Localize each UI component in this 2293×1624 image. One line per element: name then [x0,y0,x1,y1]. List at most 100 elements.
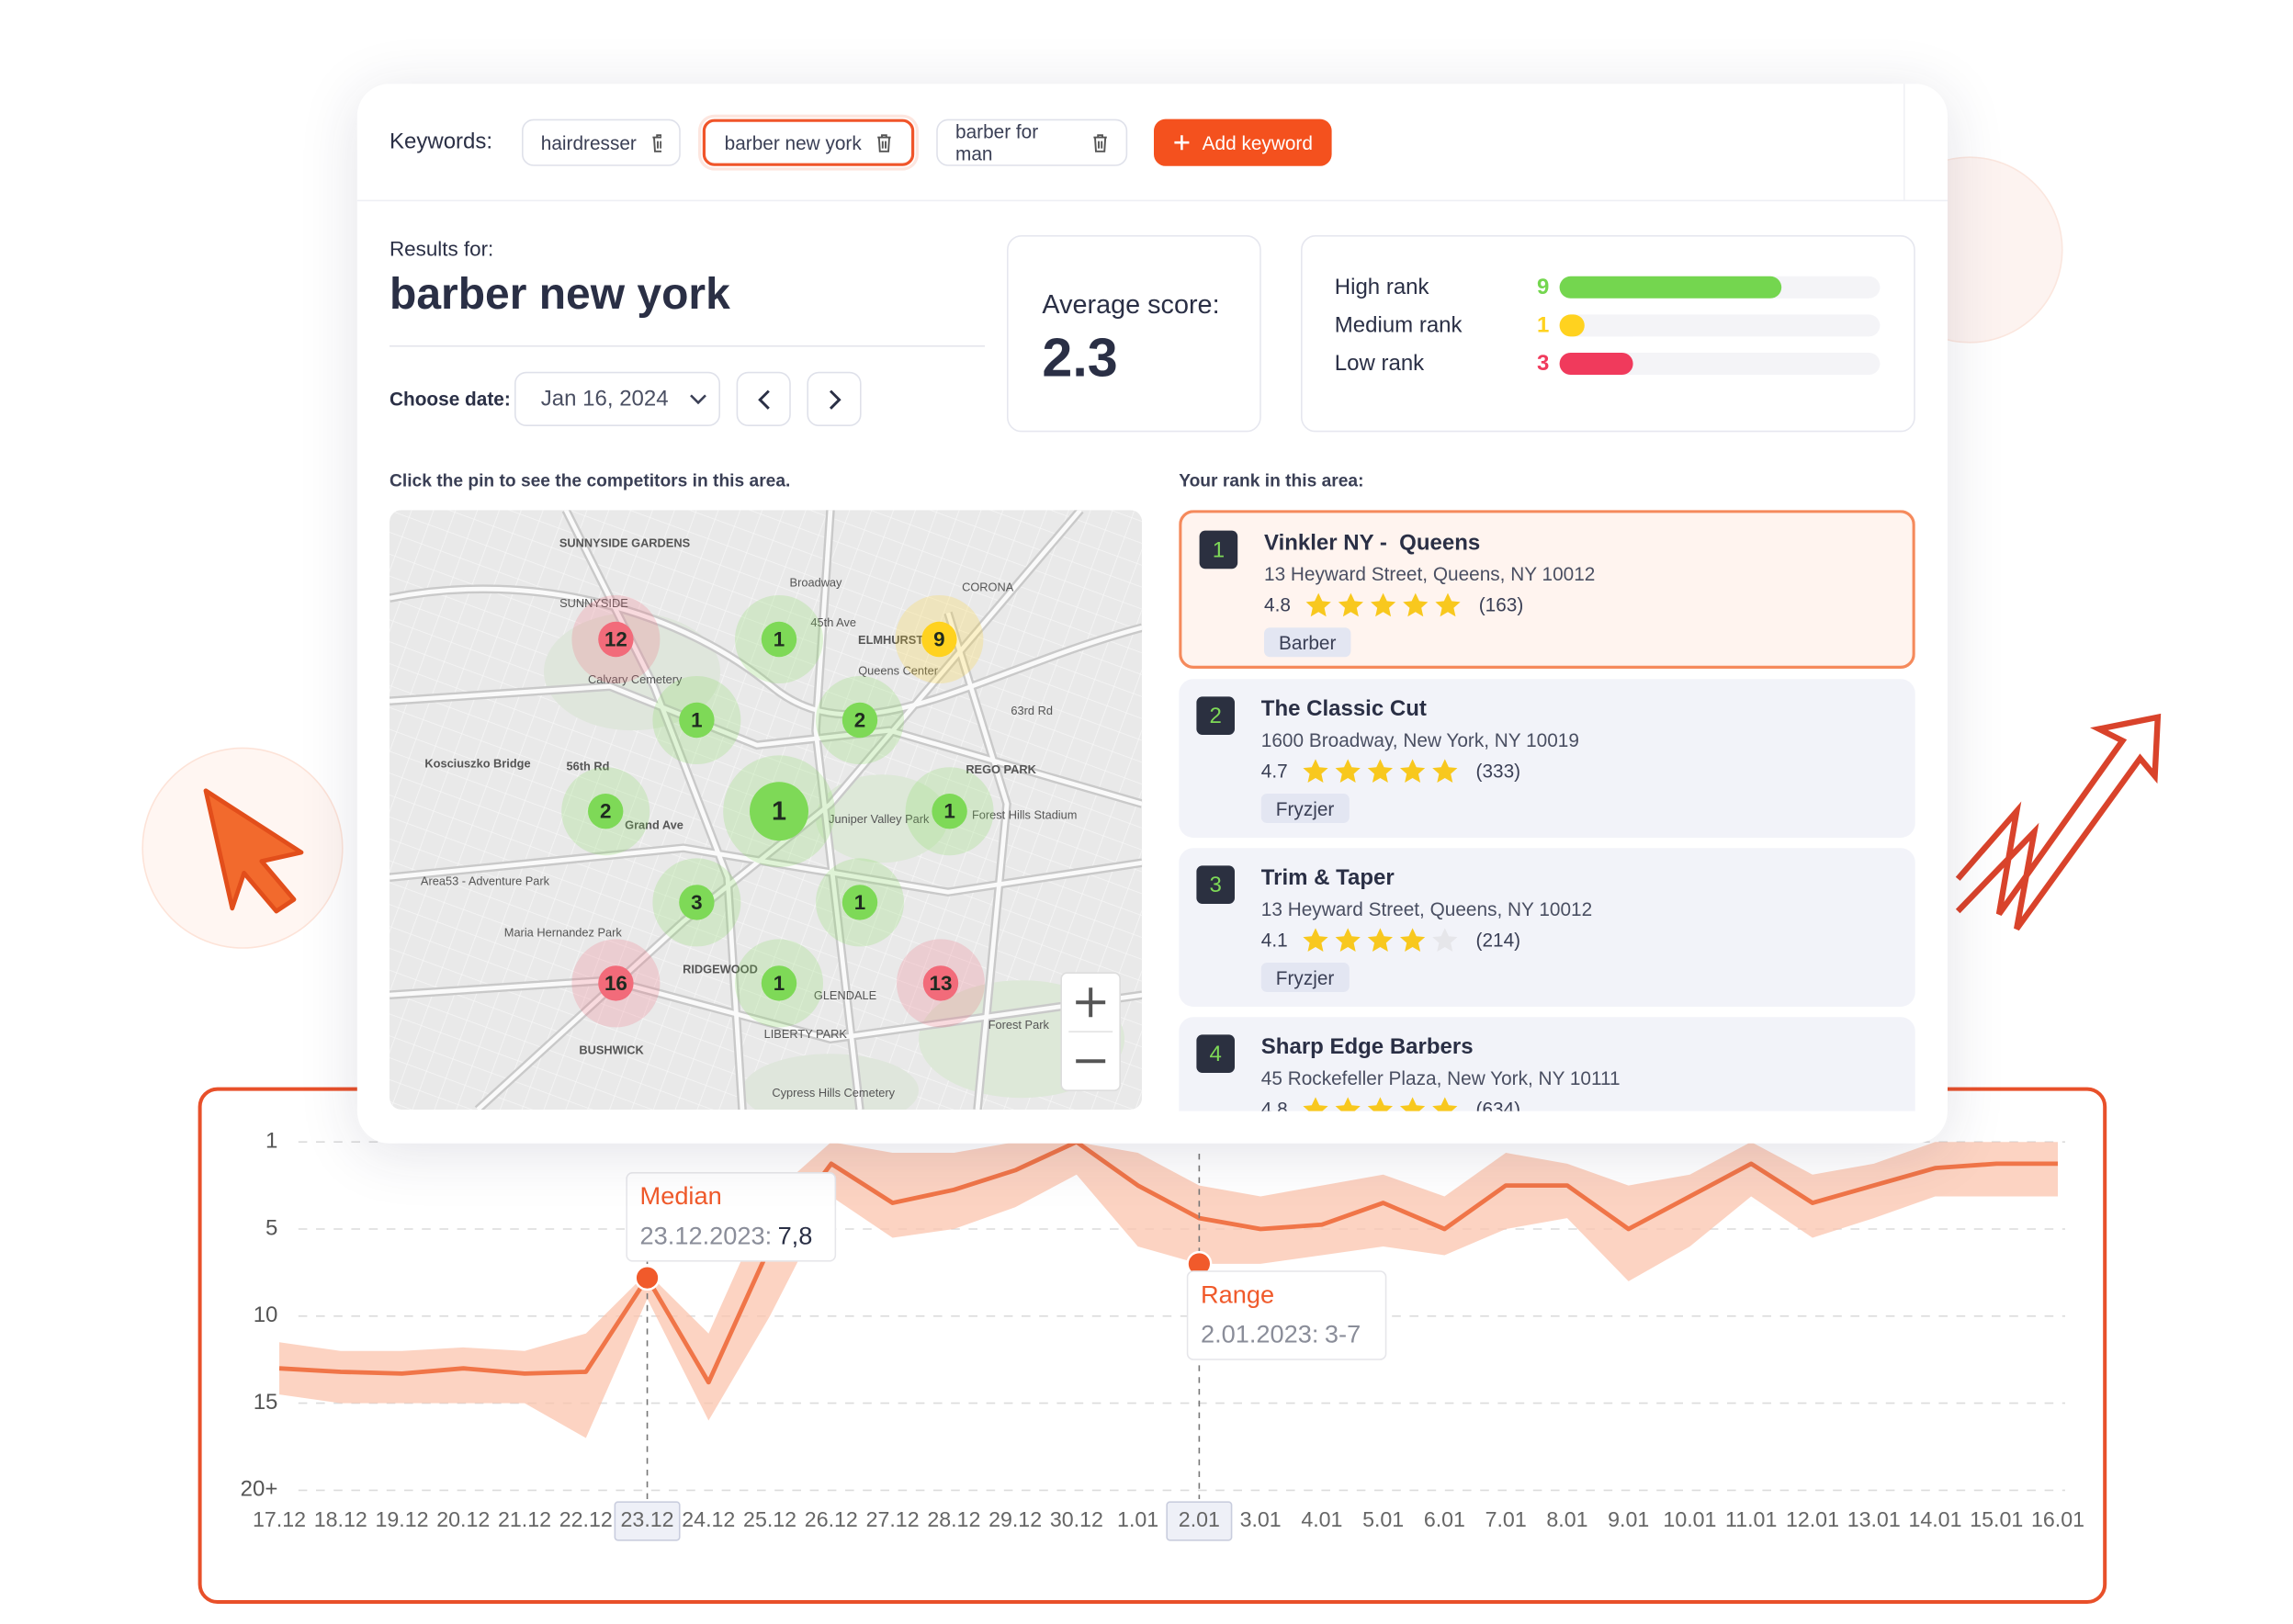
pin-label: 1 [774,628,785,651]
x-tick-label: 19.12 [376,1507,429,1531]
trash-shape [1093,133,1108,152]
star-shape [1432,1097,1458,1111]
map-label: CORONA [962,580,1014,593]
annotation-box [1186,1270,1387,1360]
map-pin[interactable]: 16 [571,939,661,1028]
star [1367,1097,1394,1111]
pin-label: 3 [691,891,702,914]
review-count: (163) [1478,593,1524,616]
map-label: BUSHWICK [579,1043,644,1056]
keyword-chip[interactable]: barber new york [702,118,915,166]
rank-badge: 2 [1196,696,1235,735]
results-label: Results for: [390,236,494,261]
pin-label: 12 [604,628,627,651]
separator [1903,84,1905,200]
rank-item[interactable]: 1 Vinkler NY - Queens 13 Heyward Street, Q… [1179,510,1915,669]
map-label: Maria Hernandez Park [504,925,623,939]
rank-count: 3 [1537,351,1550,377]
map-pin[interactable]: 1 [735,939,823,1028]
star [1432,759,1458,783]
x-tick-label: 6.01 [1424,1507,1465,1531]
map-label: REGO PARK [966,762,1036,776]
star [1335,1097,1361,1111]
map-pin[interactable]: 1 [735,595,823,683]
star-shape [1371,592,1396,617]
rank-item[interactable]: 3 Trim & Taper 13 Heyward Street, Queens, … [1179,848,1915,1007]
star [1403,592,1429,617]
x-tick-label: 13.01 [1847,1507,1901,1531]
next-date-button[interactable] [807,371,862,426]
business-name: Sharp Edge Barbers [1260,1034,1474,1060]
map-pin[interactable]: 13 [897,939,985,1028]
rank-label: High rank [1334,275,1429,300]
x-tick-label: 26.12 [805,1507,858,1531]
zoom-in[interactable] [1076,987,1106,1018]
map-pin[interactable]: 9 [895,595,984,683]
x-tick-label: 5.01 [1362,1507,1404,1531]
keyword-chip[interactable]: barber for man [936,118,1128,166]
map-pin[interactable]: 1 [652,676,741,764]
x-tick-label: 11.01 [1725,1507,1777,1531]
keyword-text: barber for man [955,120,1039,165]
rating-row: 4.1 (214) [1261,928,1520,953]
rank-count: 1 [1537,312,1550,338]
x-tick-label: 2.01 [1179,1507,1220,1531]
add-keyword-button[interactable]: Add keyword [1154,118,1332,166]
map-label: 56th Rd [567,760,610,773]
rank-bar [1559,314,1585,337]
map-pin[interactable]: 2 [816,676,904,764]
x-tick-label: 14.01 [1908,1507,1961,1531]
separator [390,345,985,347]
rank-item[interactable]: 4 Sharp Edge Barbers 45 Rockefeller Plaza,… [1179,1017,1915,1111]
star-shape [1400,1097,1426,1111]
pin-dot [932,794,967,829]
map-label: Grand Ave [625,818,683,832]
pin-dot [842,885,878,920]
separator [356,199,1948,202]
rank-summary-box: High rank 9 Medium rank 1 Low rank 3 [1301,235,1915,433]
trash-icon [652,133,661,152]
map-pin[interactable]: 2 [561,767,650,856]
map-pin[interactable]: 1 [723,755,835,867]
pin-dot [761,965,797,1001]
star [1335,759,1361,783]
add-keyword-text: Add keyword [1202,131,1313,154]
pin-dot [842,702,878,739]
pin-label: 2 [854,709,865,732]
plus-icon [1174,135,1190,151]
map-pin[interactable]: 3 [652,858,741,947]
review-count: (333) [1475,760,1521,783]
map-label: Calvary Cemetery [588,672,683,686]
keyword-text: hairdresser [540,131,637,154]
map-pin[interactable]: 12 [571,595,661,683]
rating-row: 4.7 (333) [1261,759,1520,784]
star-shape [1303,759,1328,783]
x-tick-label: 8.01 [1546,1507,1587,1531]
rank-label: Low rank [1334,351,1425,377]
prev-date-button[interactable] [736,371,791,426]
annotation-date: 23.12.2023: [640,1221,773,1249]
keyword-chip[interactable]: hairdresser [522,118,681,166]
x-tick-label: 7.01 [1485,1507,1527,1531]
rank-item[interactable]: 2 The Classic Cut 1600 Broadway, New York,… [1179,679,1915,838]
keyword-text: barber new york [724,131,862,154]
x-tick-label: 20.12 [436,1507,490,1531]
star-shape [1367,759,1394,783]
pin-label: 16 [604,972,627,995]
chevron-left [757,389,770,410]
date-value: Jan 16, 2024 [540,386,669,412]
date-dropdown[interactable]: Jan 16, 2024 [514,371,720,426]
map-pin[interactable]: 1 [816,858,904,947]
x-tick-label: 21.12 [498,1507,551,1531]
review-count: (214) [1475,929,1521,952]
y-tick-label: 5 [265,1215,277,1240]
business-name: The Classic Cut [1260,696,1427,722]
star [1400,928,1426,952]
x-tick-label: 18.12 [314,1507,367,1531]
map-pin[interactable]: 1 [905,767,994,856]
rating-value: 4.7 [1260,760,1288,783]
x-tick-label: 30.12 [1050,1507,1103,1531]
date-label: Choose date: [390,388,511,411]
pin-dot [750,782,808,841]
